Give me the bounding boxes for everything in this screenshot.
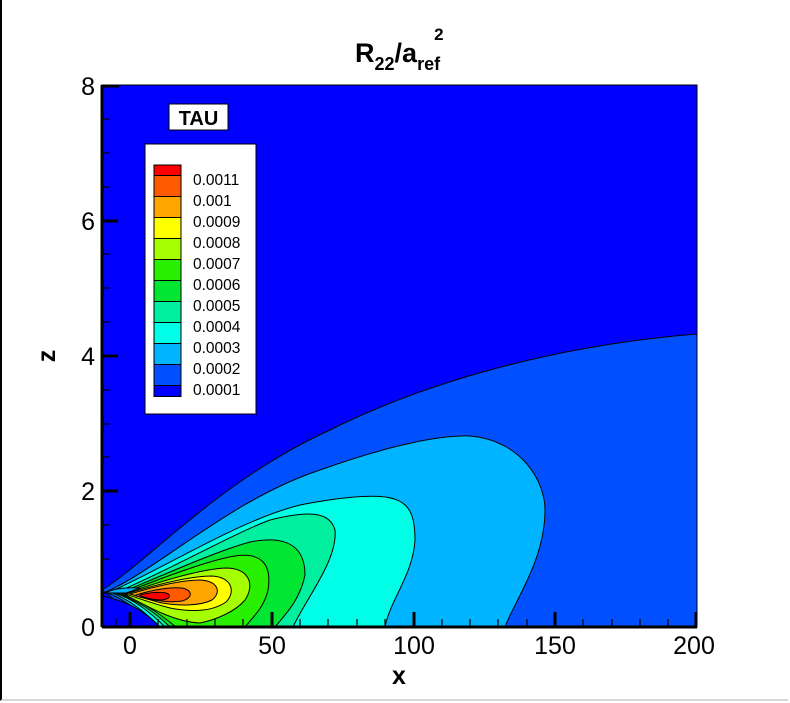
svg-text:200: 200 xyxy=(673,632,715,660)
svg-text:4: 4 xyxy=(81,343,95,371)
x-tick-labels: 0 50 100 150 200 xyxy=(123,632,715,660)
svg-text:0.0002: 0.0002 xyxy=(193,361,240,378)
x-minor-ticks xyxy=(115,619,669,627)
svg-text:8: 8 xyxy=(81,73,95,101)
svg-text:6: 6 xyxy=(81,208,95,236)
y-axis-title: z xyxy=(33,350,61,363)
svg-text:0.0004: 0.0004 xyxy=(193,319,241,336)
svg-text:50: 50 xyxy=(258,632,286,660)
svg-text:TAU: TAU xyxy=(179,108,219,130)
y-tick-labels: 0 2 4 6 8 xyxy=(81,73,95,642)
x-major-ticks xyxy=(128,612,698,627)
svg-text:150: 150 xyxy=(534,632,576,660)
y-minor-ticks xyxy=(102,118,110,594)
chart-title: R22/aref2 xyxy=(355,25,444,74)
svg-text:0.0005: 0.0005 xyxy=(193,298,240,315)
svg-text:2: 2 xyxy=(81,478,95,506)
legend: 0.0011 0.001 0.0009 0.0008 0.0007 0.0006… xyxy=(144,143,257,415)
svg-text:0.0001: 0.0001 xyxy=(193,382,240,399)
svg-text:0.0007: 0.0007 xyxy=(193,256,240,273)
svg-text:0: 0 xyxy=(123,632,137,660)
y-major-ticks xyxy=(102,84,118,629)
svg-text:0.001: 0.001 xyxy=(193,193,232,210)
svg-text:0.0009: 0.0009 xyxy=(193,214,240,231)
svg-text:0.0011: 0.0011 xyxy=(193,172,239,189)
svg-text:100: 100 xyxy=(393,632,435,660)
svg-text:0.0003: 0.0003 xyxy=(193,340,240,357)
legend-title-box: TAU xyxy=(168,103,229,131)
x-axis-title: x xyxy=(392,662,406,690)
svg-text:0.0008: 0.0008 xyxy=(193,235,240,252)
svg-text:0.0006: 0.0006 xyxy=(193,277,240,294)
svg-text:0: 0 xyxy=(81,614,95,642)
